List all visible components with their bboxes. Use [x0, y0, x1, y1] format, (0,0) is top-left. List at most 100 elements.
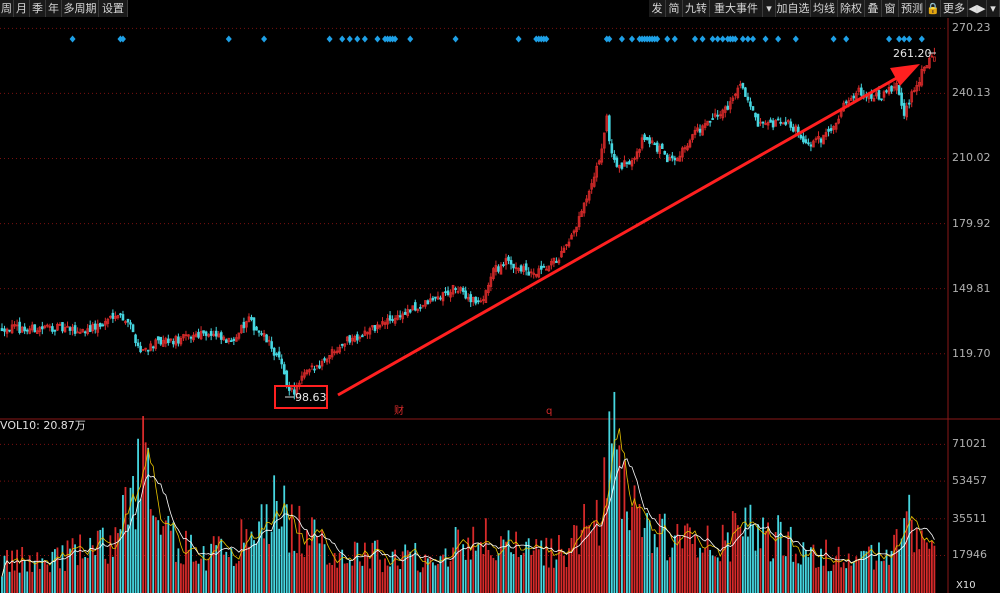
- candle-body: [461, 287, 465, 292]
- toolbar-item[interactable]: 简: [666, 0, 683, 17]
- candle-body: [746, 96, 750, 101]
- candle-body: [174, 336, 178, 346]
- toolbar-item[interactable]: 九转: [683, 0, 710, 17]
- candle-body: [887, 87, 891, 95]
- toolbar-item[interactable]: 年: [46, 0, 62, 17]
- volume-bar: [54, 549, 56, 593]
- candle-body: [794, 125, 798, 132]
- volume-bar: [237, 560, 240, 593]
- candle-body: [557, 259, 561, 264]
- toolbar-item[interactable]: 发: [649, 0, 666, 17]
- toolbar-item[interactable]: 重大事件: [710, 0, 763, 17]
- volume-bar: [215, 545, 218, 593]
- candle-body: [182, 334, 185, 339]
- volume-bar: [830, 570, 832, 593]
- volume-bar: [437, 563, 439, 593]
- candle-body: [802, 136, 805, 143]
- volume-bar: [376, 539, 379, 593]
- candle-body: [439, 297, 442, 300]
- toolbar-item[interactable]: 设置: [99, 0, 128, 17]
- toolbar-item[interactable]: 预测: [899, 0, 926, 17]
- candle-body: [575, 226, 578, 233]
- volume-bar: [248, 546, 250, 593]
- candle-body: [585, 198, 588, 203]
- candle-body: [721, 109, 725, 119]
- candle-body: [5, 328, 9, 334]
- volume-bar: [590, 530, 593, 593]
- candle-body: [129, 322, 132, 325]
- toolbar-item[interactable]: 多周期: [62, 0, 99, 17]
- volume-bar: [741, 536, 744, 593]
- price-tick-label: 149.81: [952, 281, 991, 295]
- volume-bar: [232, 565, 235, 593]
- volume-bar: [492, 557, 495, 593]
- candle-body: [514, 267, 518, 270]
- candle-body: [451, 284, 455, 295]
- volume-bar: [21, 546, 24, 593]
- volume-bar: [195, 560, 197, 593]
- volume-bar: [255, 543, 258, 593]
- volume-bar: [230, 548, 233, 593]
- volume-bar: [560, 548, 563, 593]
- volume-bar: [852, 561, 855, 593]
- volume-bar: [26, 571, 29, 593]
- volume-bar: [182, 564, 185, 593]
- volume-bar: [129, 487, 132, 593]
- candle-body: [139, 345, 142, 353]
- candle-body: [600, 148, 604, 163]
- candle-body: [769, 119, 772, 123]
- candle-body: [0, 328, 4, 332]
- volume-bar: [676, 523, 679, 593]
- event-diamond-icon: [749, 35, 756, 43]
- candle-body: [539, 265, 543, 270]
- candle-body: [232, 338, 236, 341]
- volume-bar: [502, 539, 505, 593]
- toolbar-item[interactable]: 均线: [811, 0, 838, 17]
- volume-bar: [283, 485, 286, 593]
- toolbar-item[interactable]: 加自选: [776, 0, 811, 17]
- volume-bar: [563, 555, 565, 593]
- candle-body: [20, 326, 24, 333]
- candle-body: [333, 351, 336, 354]
- volume-bar: [691, 543, 694, 593]
- toolbar-item[interactable]: 月: [14, 0, 30, 17]
- toolbar-item[interactable]: ◀▶: [968, 0, 987, 17]
- volume-bar: [363, 542, 366, 593]
- candle-body: [502, 264, 505, 266]
- candle-body: [504, 258, 508, 266]
- candle-body: [169, 338, 173, 341]
- toolbar-item[interactable]: 窗: [882, 0, 899, 17]
- volume-bar: [875, 560, 878, 593]
- candle-body: [310, 365, 314, 368]
- toolbar-item[interactable]: 除权: [838, 0, 865, 17]
- volume-bar: [641, 537, 643, 593]
- candle-body: [489, 276, 493, 287]
- candle-body: [48, 325, 52, 328]
- volume-bar: [701, 552, 704, 593]
- volume-bar: [114, 527, 117, 593]
- volume-bar: [734, 513, 737, 593]
- candle-body: [446, 290, 450, 295]
- candle-body: [199, 330, 203, 340]
- toolbar-item[interactable]: 更多: [941, 0, 968, 17]
- volume-bar: [180, 563, 182, 593]
- candle-body: [827, 128, 830, 132]
- candle-body: [602, 132, 606, 149]
- toolbar-item[interactable]: 🔒: [926, 0, 941, 17]
- candle-body: [398, 315, 402, 318]
- toolbar-item[interactable]: ▾: [763, 0, 776, 17]
- volume-bar: [424, 554, 427, 593]
- price-tick-label: 270.23: [952, 21, 991, 35]
- volume-bar: [762, 517, 764, 593]
- volume-bar: [575, 525, 578, 593]
- trend-arrow-shaft: [337, 73, 903, 397]
- toolbar-item[interactable]: 叠: [865, 0, 882, 17]
- toolbar-item[interactable]: 季: [30, 0, 46, 17]
- candle-body: [136, 342, 140, 347]
- volume-bar: [64, 570, 66, 593]
- candle-body: [406, 308, 410, 317]
- volume-bar: [731, 511, 734, 593]
- candle-body: [219, 332, 223, 340]
- candle-body: [421, 304, 425, 307]
- toolbar-item[interactable]: 周: [0, 0, 14, 17]
